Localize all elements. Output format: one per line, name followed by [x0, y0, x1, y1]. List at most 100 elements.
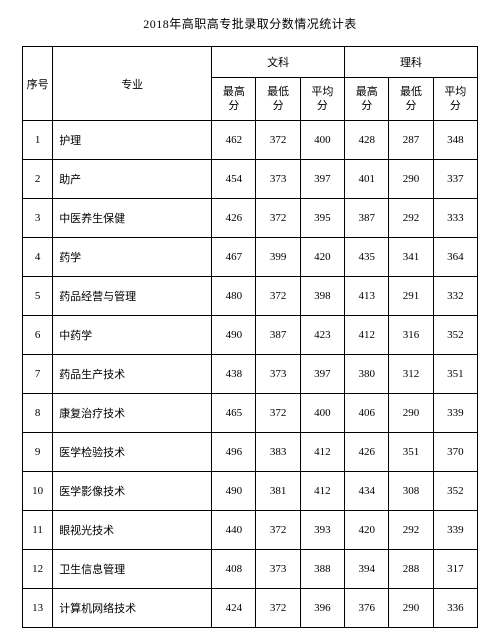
cell-science-max: 387: [345, 199, 389, 238]
cell-major: 医学影像技术: [53, 472, 212, 511]
table-row: 5药品经营与管理480372398413291332: [23, 277, 478, 316]
cell-major: 康复治疗技术: [53, 394, 212, 433]
cell-major: 卫生信息管理: [53, 550, 212, 589]
cell-liberal-max: 426: [212, 199, 256, 238]
cell-liberal-avg: 397: [300, 160, 344, 199]
cell-science-avg: 336: [433, 589, 477, 628]
cell-science-avg: 332: [433, 277, 477, 316]
cell-liberal-avg: 393: [300, 511, 344, 550]
cell-index: 11: [23, 511, 53, 550]
cell-major: 药品经营与管理: [53, 277, 212, 316]
table-row: 6中药学490387423412316352: [23, 316, 478, 355]
cell-index: 10: [23, 472, 53, 511]
cell-science-max: 413: [345, 277, 389, 316]
cell-liberal-max: 480: [212, 277, 256, 316]
cell-major: 药品生产技术: [53, 355, 212, 394]
header-liberal-avg: 平均分: [300, 78, 344, 121]
cell-science-min: 291: [389, 277, 433, 316]
cell-liberal-min: 372: [256, 121, 300, 160]
cell-liberal-min: 372: [256, 277, 300, 316]
cell-science-min: 290: [389, 394, 433, 433]
cell-liberal-min: 373: [256, 160, 300, 199]
header-major: 专业: [53, 47, 212, 121]
cell-science-max: 394: [345, 550, 389, 589]
cell-liberal-min: 372: [256, 199, 300, 238]
cell-major: 助产: [53, 160, 212, 199]
cell-index: 8: [23, 394, 53, 433]
cell-liberal-max: 408: [212, 550, 256, 589]
cell-index: 9: [23, 433, 53, 472]
cell-liberal-max: 454: [212, 160, 256, 199]
table-row: 13计算机网络技术424372396376290336: [23, 589, 478, 628]
cell-major: 中医养生保健: [53, 199, 212, 238]
cell-science-max: 376: [345, 589, 389, 628]
cell-liberal-avg: 412: [300, 433, 344, 472]
cell-science-min: 316: [389, 316, 433, 355]
cell-major: 医学检验技术: [53, 433, 212, 472]
cell-liberal-max: 496: [212, 433, 256, 472]
table-row: 4药学467399420435341364: [23, 238, 478, 277]
cell-science-avg: 317: [433, 550, 477, 589]
table-row: 9医学检验技术496383412426351370: [23, 433, 478, 472]
cell-liberal-max: 462: [212, 121, 256, 160]
cell-liberal-avg: 412: [300, 472, 344, 511]
cell-science-avg: 339: [433, 511, 477, 550]
cell-liberal-max: 424: [212, 589, 256, 628]
cell-major: 计算机网络技术: [53, 589, 212, 628]
cell-science-avg: 339: [433, 394, 477, 433]
cell-major: 护理: [53, 121, 212, 160]
cell-liberal-avg: 398: [300, 277, 344, 316]
cell-liberal-avg: 395: [300, 199, 344, 238]
cell-science-min: 351: [389, 433, 433, 472]
cell-liberal-avg: 397: [300, 355, 344, 394]
table-row: 10医学影像技术490381412434308352: [23, 472, 478, 511]
cell-science-avg: 352: [433, 316, 477, 355]
cell-liberal-max: 438: [212, 355, 256, 394]
cell-index: 6: [23, 316, 53, 355]
cell-science-min: 290: [389, 589, 433, 628]
table-row: 3中医养生保健426372395387292333: [23, 199, 478, 238]
cell-liberal-min: 383: [256, 433, 300, 472]
cell-liberal-max: 490: [212, 472, 256, 511]
cell-liberal-min: 372: [256, 511, 300, 550]
cell-liberal-avg: 420: [300, 238, 344, 277]
header-index: 序号: [23, 47, 53, 121]
header-science-max: 最高分: [345, 78, 389, 121]
cell-science-max: 406: [345, 394, 389, 433]
cell-science-min: 288: [389, 550, 433, 589]
header-liberal-min: 最低分: [256, 78, 300, 121]
cell-science-max: 434: [345, 472, 389, 511]
cell-index: 4: [23, 238, 53, 277]
cell-science-min: 292: [389, 199, 433, 238]
cell-science-max: 420: [345, 511, 389, 550]
cell-liberal-max: 467: [212, 238, 256, 277]
table-row: 8康复治疗技术465372400406290339: [23, 394, 478, 433]
cell-liberal-min: 373: [256, 355, 300, 394]
cell-index: 1: [23, 121, 53, 160]
cell-liberal-max: 490: [212, 316, 256, 355]
cell-science-avg: 352: [433, 472, 477, 511]
cell-science-avg: 348: [433, 121, 477, 160]
cell-science-min: 312: [389, 355, 433, 394]
cell-science-avg: 333: [433, 199, 477, 238]
cell-liberal-min: 399: [256, 238, 300, 277]
cell-science-max: 435: [345, 238, 389, 277]
cell-index: 2: [23, 160, 53, 199]
cell-science-max: 426: [345, 433, 389, 472]
cell-index: 7: [23, 355, 53, 394]
cell-science-min: 292: [389, 511, 433, 550]
cell-major: 眼视光技术: [53, 511, 212, 550]
cell-science-max: 428: [345, 121, 389, 160]
header-science-avg: 平均分: [433, 78, 477, 121]
cell-liberal-min: 373: [256, 550, 300, 589]
cell-liberal-avg: 400: [300, 121, 344, 160]
cell-index: 13: [23, 589, 53, 628]
cell-science-min: 341: [389, 238, 433, 277]
cell-liberal-avg: 388: [300, 550, 344, 589]
score-table: 序号 专业 文科 理科 最高分 最低分 平均分 最高分 最低分 平均分 1护理4…: [22, 46, 478, 628]
cell-index: 12: [23, 550, 53, 589]
cell-liberal-min: 372: [256, 589, 300, 628]
cell-science-max: 401: [345, 160, 389, 199]
cell-liberal-min: 387: [256, 316, 300, 355]
cell-science-avg: 370: [433, 433, 477, 472]
